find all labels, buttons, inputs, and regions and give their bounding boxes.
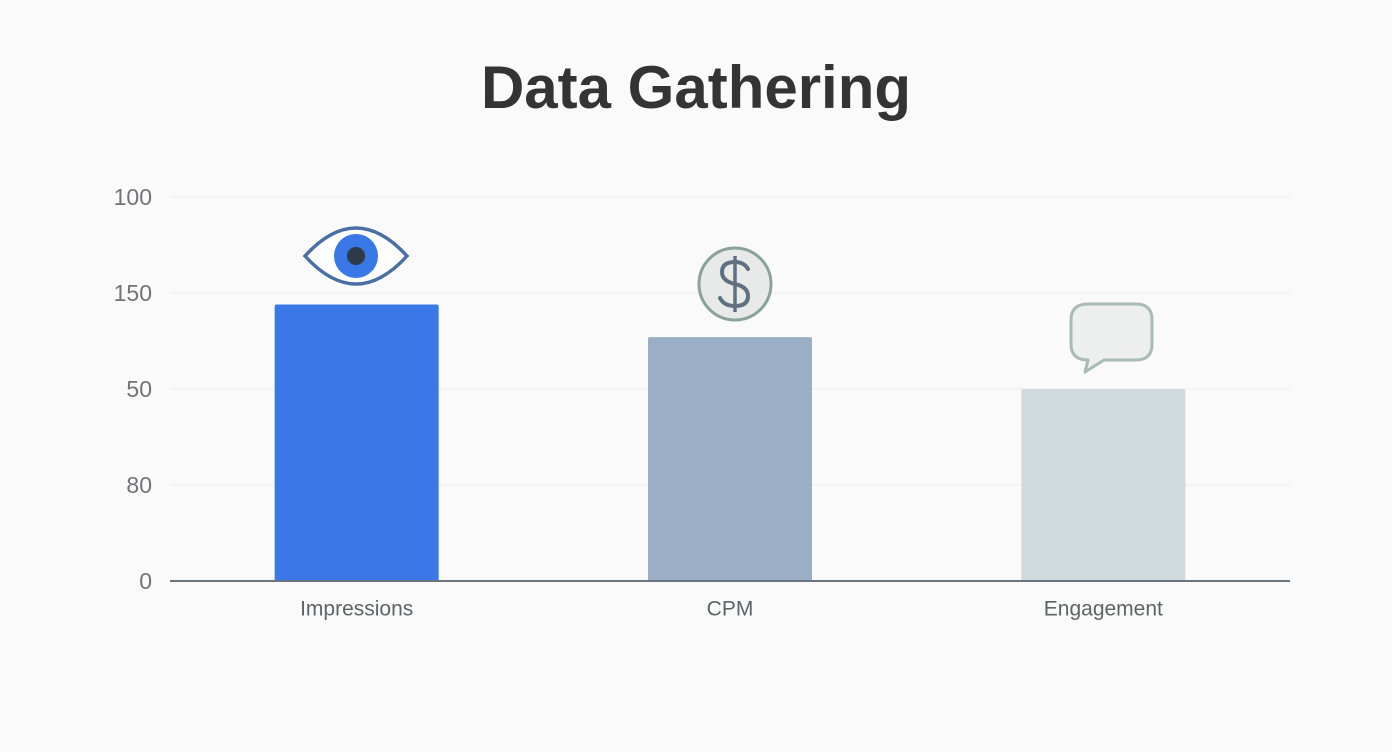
dollar-icon <box>697 246 773 322</box>
x-tick-label: CPM <box>707 598 754 621</box>
bar <box>1021 389 1186 581</box>
plot-area: 0 80 50 150 100 Impressions CPM Engagement <box>114 184 1290 621</box>
y-tick-label: 100 <box>114 184 152 210</box>
y-tick-label: 0 <box>139 568 152 594</box>
x-tick-label: Engagement <box>1044 598 1163 621</box>
y-tick-label: 150 <box>114 280 152 306</box>
bar <box>274 304 439 581</box>
x-tick-label: Impressions <box>300 598 413 621</box>
chart-title: Data Gathering <box>481 54 911 121</box>
eye-icon <box>302 226 410 286</box>
y-tick-label: 80 <box>126 472 152 498</box>
bar <box>648 337 812 581</box>
y-tick-label: 50 <box>126 376 152 402</box>
comment-icon <box>1069 302 1154 374</box>
